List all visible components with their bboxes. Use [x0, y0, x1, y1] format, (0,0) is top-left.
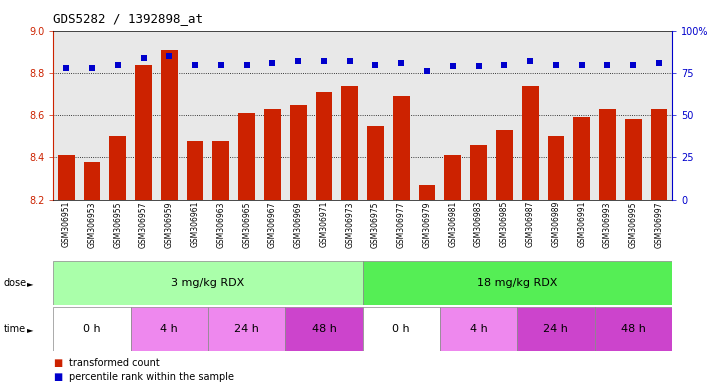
Text: 24 h: 24 h: [234, 324, 259, 334]
Text: 0 h: 0 h: [83, 324, 101, 334]
Bar: [264, 109, 281, 200]
Point: [292, 58, 304, 64]
Bar: [625, 119, 641, 200]
Point: [498, 61, 510, 68]
Point: [215, 61, 227, 68]
Point: [60, 65, 72, 71]
Point: [576, 61, 587, 68]
Bar: [470, 145, 487, 200]
Bar: [290, 104, 306, 200]
Point: [86, 65, 97, 71]
Bar: [440, 307, 517, 351]
Point: [628, 61, 639, 68]
Bar: [213, 141, 229, 200]
Bar: [599, 109, 616, 200]
Point: [447, 63, 459, 69]
Bar: [393, 96, 410, 200]
Bar: [187, 141, 203, 200]
Bar: [573, 118, 590, 200]
Point: [112, 61, 124, 68]
Point: [267, 60, 278, 66]
Point: [189, 61, 201, 68]
Bar: [594, 307, 672, 351]
Text: ■: ■: [53, 372, 63, 382]
Point: [164, 53, 175, 59]
Bar: [131, 307, 208, 351]
Text: 3 mg/kg RDX: 3 mg/kg RDX: [171, 278, 245, 288]
Bar: [444, 155, 461, 200]
Point: [319, 58, 330, 64]
Bar: [161, 50, 178, 200]
Bar: [135, 65, 152, 200]
Text: 48 h: 48 h: [621, 324, 646, 334]
Bar: [238, 113, 255, 200]
Point: [473, 63, 484, 69]
Point: [395, 60, 407, 66]
Bar: [341, 86, 358, 200]
Bar: [58, 155, 75, 200]
Text: 4 h: 4 h: [161, 324, 178, 334]
Point: [138, 55, 149, 61]
Point: [370, 61, 381, 68]
Text: 24 h: 24 h: [543, 324, 568, 334]
Point: [422, 68, 433, 74]
Bar: [517, 307, 594, 351]
Text: percentile rank within the sample: percentile rank within the sample: [69, 372, 234, 382]
Bar: [316, 92, 332, 200]
Text: 4 h: 4 h: [470, 324, 488, 334]
Bar: [419, 185, 435, 200]
Bar: [53, 261, 363, 305]
Bar: [367, 126, 384, 200]
Bar: [109, 136, 126, 200]
Bar: [208, 307, 285, 351]
Text: transformed count: transformed count: [69, 358, 160, 368]
Text: ■: ■: [53, 358, 63, 368]
Text: dose: dose: [4, 278, 27, 288]
Bar: [522, 86, 538, 200]
Bar: [363, 307, 440, 351]
Text: 18 mg/kg RDX: 18 mg/kg RDX: [477, 278, 557, 288]
Point: [344, 58, 356, 64]
Text: ►: ►: [27, 325, 33, 334]
Text: ►: ►: [27, 279, 33, 288]
Bar: [363, 261, 672, 305]
Bar: [53, 307, 131, 351]
Bar: [651, 109, 668, 200]
Bar: [84, 162, 100, 200]
Point: [525, 58, 536, 64]
Text: GDS5282 / 1392898_at: GDS5282 / 1392898_at: [53, 12, 203, 25]
Point: [602, 61, 613, 68]
Point: [550, 61, 562, 68]
Point: [241, 61, 252, 68]
Bar: [547, 136, 565, 200]
Bar: [496, 130, 513, 200]
Bar: [285, 307, 363, 351]
Point: [653, 60, 665, 66]
Text: 0 h: 0 h: [392, 324, 410, 334]
Text: time: time: [4, 324, 26, 334]
Text: 48 h: 48 h: [311, 324, 336, 334]
